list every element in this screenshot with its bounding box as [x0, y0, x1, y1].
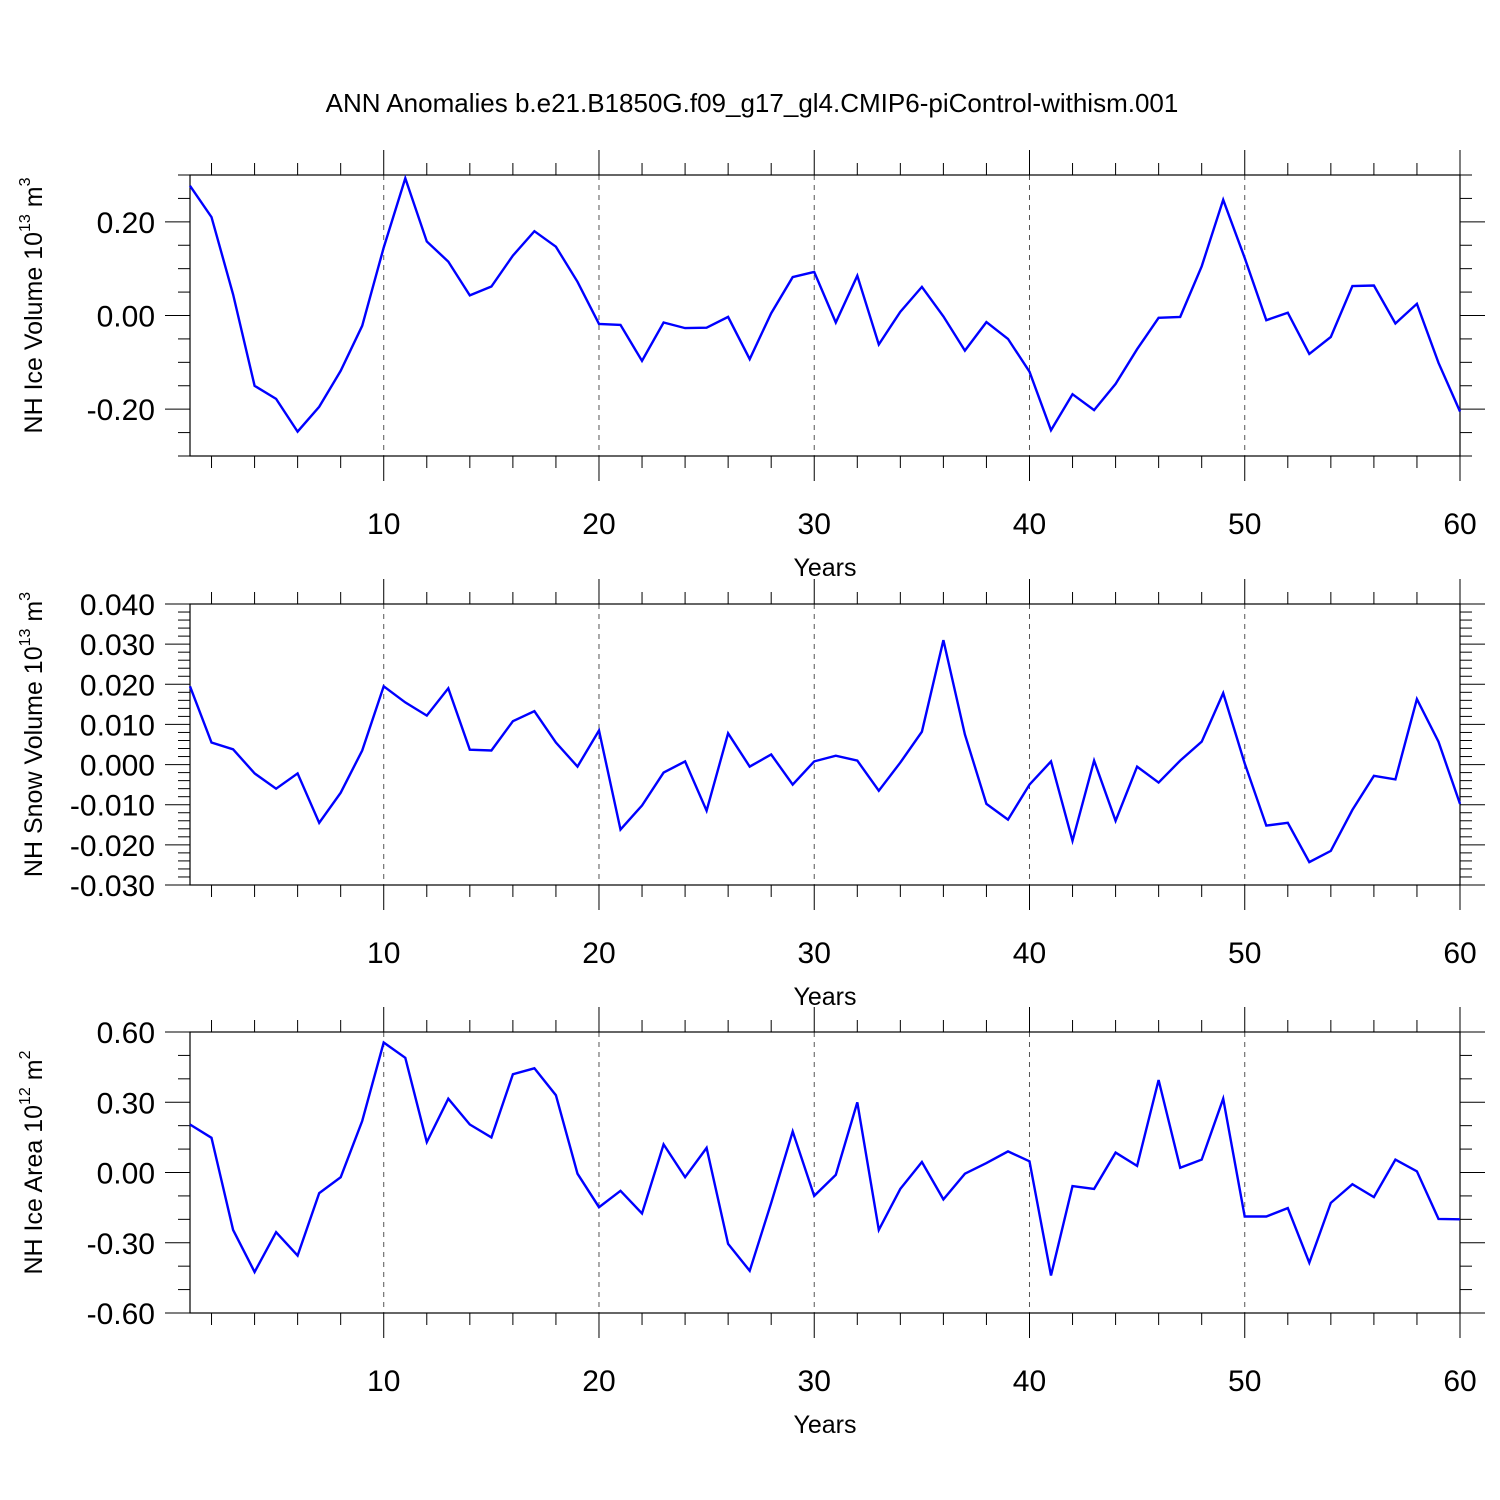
y-tick-label: -0.010	[70, 790, 155, 823]
x-tick-label: 10	[367, 937, 400, 970]
x-tick-label: 10	[367, 1365, 400, 1398]
panel-ice-volume-y-axis-label: NH Ice Volume 1013 m3	[17, 177, 48, 433]
x-tick-label: 60	[1443, 508, 1476, 541]
y-tick-label: -0.60	[87, 1298, 155, 1331]
x-tick-label: 60	[1443, 1365, 1476, 1398]
panel-ice-volume-gridlines	[383, 175, 1246, 456]
panel-ice-volume-ticks	[165, 150, 1485, 481]
y-tick-label: 0.030	[80, 629, 155, 662]
panel-ice-volume-x-tick-labels: 10 20 30 40 50 60	[367, 508, 1477, 541]
x-tick-label: 20	[582, 508, 615, 541]
panel-ice-volume-x-axis-label: Years	[793, 554, 856, 582]
y-tick-label: 0.010	[80, 709, 155, 742]
panel-snow-volume-x-axis-label: Years	[793, 983, 856, 1011]
x-tick-label: 40	[1013, 937, 1046, 970]
panel-snow-volume-frame	[189, 603, 1461, 886]
snow-volume-series-line	[188, 639, 1462, 864]
panel-ice-volume-frame	[189, 174, 1461, 457]
y-tick-label: 0.30	[97, 1087, 155, 1120]
panel-ice-volume-y-tick-labels: -0.20 0.00 0.20	[87, 207, 155, 427]
x-tick-label: 30	[798, 508, 831, 541]
x-tick-label: 50	[1228, 937, 1261, 970]
y-tick-label: 0.020	[80, 669, 155, 702]
panel-snow-volume-x-tick-labels: 10 20 30 40 50 60	[367, 937, 1477, 970]
x-tick-label: 40	[1013, 508, 1046, 541]
y-tick-label: -0.020	[70, 830, 155, 863]
y-tick-label: -0.20	[87, 394, 155, 427]
x-tick-label: 50	[1228, 508, 1261, 541]
y-tick-label: 0.60	[97, 1017, 155, 1050]
x-tick-label: 10	[367, 508, 400, 541]
panel-ice-area-x-axis-label: Years	[793, 1411, 856, 1439]
ice-volume-series-line	[189, 174, 1462, 434]
panel-ice-area-y-axis-label: NH Ice Area 1012 m2	[17, 1050, 48, 1274]
x-tick-label: 20	[582, 937, 615, 970]
y-tick-label: -0.030	[70, 870, 155, 903]
panel-ice-area-x-tick-labels: 10 20 30 40 50 60	[367, 1365, 1477, 1398]
x-tick-label: 30	[798, 1365, 831, 1398]
panel-snow-volume-y-tick-labels: -0.030 -0.020 -0.010 0.000 0.010 0.020 0.030 0.…	[70, 589, 155, 903]
y-tick-label: 0.00	[97, 1158, 155, 1191]
panel-ice-area: -0.60 -0.30 0.00 0.30 0.60 10 20 30 40 50 60 Year…	[17, 1007, 1485, 1439]
x-tick-label: 50	[1228, 1365, 1261, 1398]
panel-ice-area-y-tick-labels: -0.60 -0.30 0.00 0.30 0.60	[87, 1017, 155, 1331]
y-tick-label: 0.20	[97, 207, 155, 240]
x-tick-label: 30	[798, 937, 831, 970]
chart-title: ANN Anomalies b.e21.B1850G.f09_g17_gl4.C…	[326, 88, 1179, 118]
panel-snow-volume-ticks	[165, 579, 1485, 910]
panel-ice-area-frame	[189, 1031, 1461, 1314]
y-tick-label: 0.000	[80, 750, 155, 783]
panel-ice-volume: -0.20 0.00 0.20 10 20 30 40 50 60 Years NH Ice …	[17, 150, 1485, 582]
panel-snow-volume-y-axis-label: NH Snow Volume 1013 m3	[17, 592, 48, 877]
y-tick-label: 0.00	[97, 301, 155, 334]
y-tick-label: -0.30	[87, 1228, 155, 1261]
ice-area-series-line	[189, 1040, 1461, 1276]
panel-snow-volume: -0.030 -0.020 -0.010 0.000 0.010 0.020 0.030 0.…	[17, 579, 1485, 1011]
panel-ice-area-ticks	[165, 1007, 1485, 1338]
y-tick-label: 0.040	[80, 589, 155, 622]
x-tick-label: 20	[582, 1365, 615, 1398]
x-tick-label: 40	[1013, 1365, 1046, 1398]
panel-ice-area-gridlines	[383, 1032, 1246, 1313]
x-tick-label: 60	[1443, 937, 1476, 970]
panel-snow-volume-gridlines	[383, 604, 1246, 885]
